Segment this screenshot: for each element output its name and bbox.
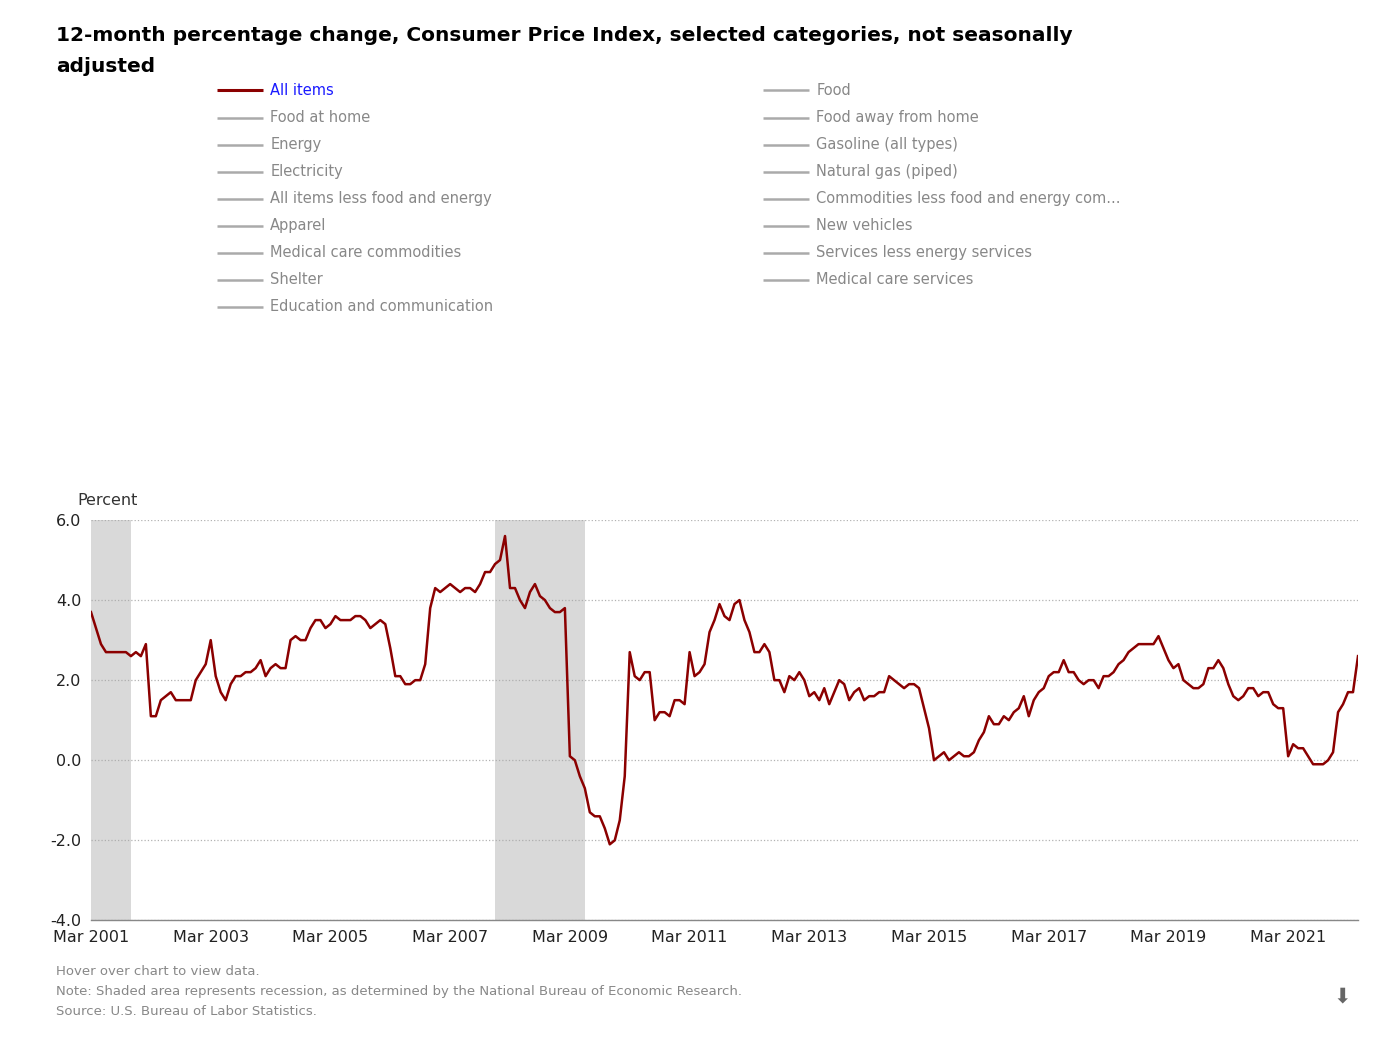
Text: Education and communication: Education and communication — [270, 300, 493, 314]
Text: 12-month percentage change, Consumer Price Index, selected categories, not seaso: 12-month percentage change, Consumer Pri… — [56, 26, 1072, 45]
Text: Note: Shaded area represents recession, as determined by the National Bureau of : Note: Shaded area represents recession, … — [56, 985, 742, 998]
Text: Medical care commodities: Medical care commodities — [270, 245, 462, 260]
Text: Electricity: Electricity — [270, 164, 343, 179]
Text: adjusted: adjusted — [56, 57, 155, 76]
Text: Energy: Energy — [270, 137, 322, 152]
Text: Gasoline (all types): Gasoline (all types) — [816, 137, 958, 152]
Text: Percent: Percent — [77, 493, 137, 508]
Text: Food away from home: Food away from home — [816, 110, 979, 125]
Text: Services less energy services: Services less energy services — [816, 245, 1032, 260]
Text: New vehicles: New vehicles — [816, 218, 913, 233]
Text: Food at home: Food at home — [270, 110, 371, 125]
Text: Apparel: Apparel — [270, 218, 326, 233]
Text: Source: U.S. Bureau of Labor Statistics.: Source: U.S. Bureau of Labor Statistics. — [56, 1005, 316, 1017]
Text: Food: Food — [816, 83, 851, 98]
Text: All items less food and energy: All items less food and energy — [270, 191, 491, 206]
Bar — [496, 520, 585, 920]
Text: Commodities less food and energy com...: Commodities less food and energy com... — [816, 191, 1120, 206]
Text: Shelter: Shelter — [270, 272, 323, 287]
Text: Natural gas (piped): Natural gas (piped) — [816, 164, 958, 179]
Text: ⬇: ⬇ — [1333, 986, 1351, 1007]
Bar — [91, 520, 132, 920]
Text: Hover over chart to view data.: Hover over chart to view data. — [56, 965, 259, 978]
Text: Medical care services: Medical care services — [816, 272, 973, 287]
Text: All items: All items — [270, 83, 335, 98]
